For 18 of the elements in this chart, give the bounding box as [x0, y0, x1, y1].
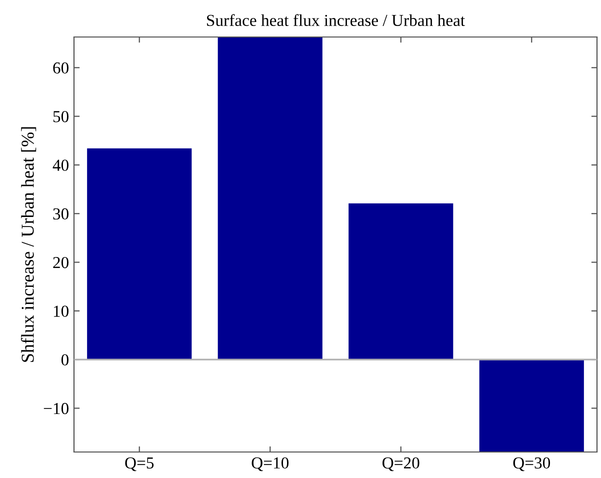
bar: [218, 37, 322, 360]
x-tick-label: Q=20: [382, 457, 420, 472]
bar: [348, 203, 454, 360]
x-tick-label: Q=5: [125, 457, 154, 472]
chart-title: Surface heat flux increase / Urban heat: [207, 14, 465, 26]
y-tick-label: −10: [44, 402, 69, 414]
y-tick-label: 0: [61, 354, 69, 366]
y-tick-label: 60: [53, 62, 69, 74]
x-tick-label: Q=10: [252, 457, 289, 472]
y-tick-label: 50: [53, 111, 69, 122]
y-tick-label: 30: [53, 208, 69, 220]
y-tick-label: 10: [54, 306, 69, 317]
x-tick-label: Q=30: [513, 457, 550, 472]
bar: [87, 148, 192, 360]
y-tick-label: 40: [52, 160, 69, 171]
bar: [479, 360, 584, 452]
y-tick-label: 20: [53, 256, 69, 268]
y-axis-title: Shflux increase / Urban heat [%]: [20, 127, 36, 362]
